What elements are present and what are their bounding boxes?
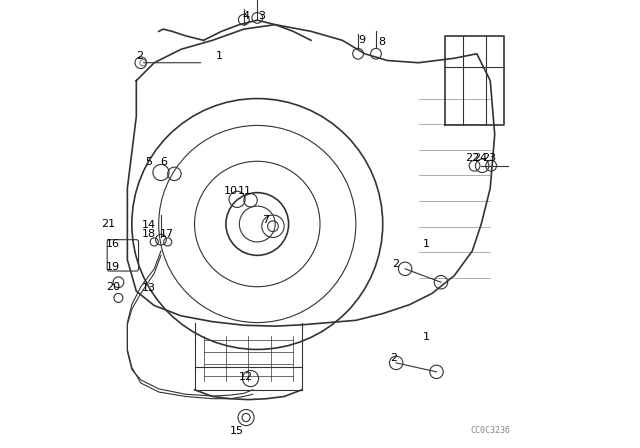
Text: 18: 18 xyxy=(142,229,156,239)
Text: 9: 9 xyxy=(358,35,365,45)
Text: 1: 1 xyxy=(423,332,430,342)
Text: 15: 15 xyxy=(230,426,244,436)
Text: 8: 8 xyxy=(378,37,385,47)
Text: 4: 4 xyxy=(243,11,250,21)
Text: 5: 5 xyxy=(145,157,152,167)
Text: 13: 13 xyxy=(142,283,156,293)
Text: 6: 6 xyxy=(161,157,168,167)
Text: 22: 22 xyxy=(465,153,479,163)
Text: 19: 19 xyxy=(106,262,120,271)
Text: 2: 2 xyxy=(136,51,143,61)
Text: 3: 3 xyxy=(259,11,265,21)
Text: 7: 7 xyxy=(262,215,269,224)
Text: 21: 21 xyxy=(102,219,116,229)
Text: 11: 11 xyxy=(237,186,252,196)
Text: 24: 24 xyxy=(473,153,488,163)
Text: 16: 16 xyxy=(106,239,120,249)
Text: 23: 23 xyxy=(483,153,497,163)
Text: 2: 2 xyxy=(392,259,400,269)
Text: 20: 20 xyxy=(106,282,120,292)
Text: CC0C3236: CC0C3236 xyxy=(470,426,510,435)
Circle shape xyxy=(140,60,146,66)
Text: 17: 17 xyxy=(160,229,174,239)
Text: 1: 1 xyxy=(216,51,223,61)
Text: 10: 10 xyxy=(223,186,237,196)
Text: 2: 2 xyxy=(390,353,397,363)
Text: 14: 14 xyxy=(142,220,156,230)
Text: 1: 1 xyxy=(423,239,430,249)
Text: 12: 12 xyxy=(239,372,253,382)
